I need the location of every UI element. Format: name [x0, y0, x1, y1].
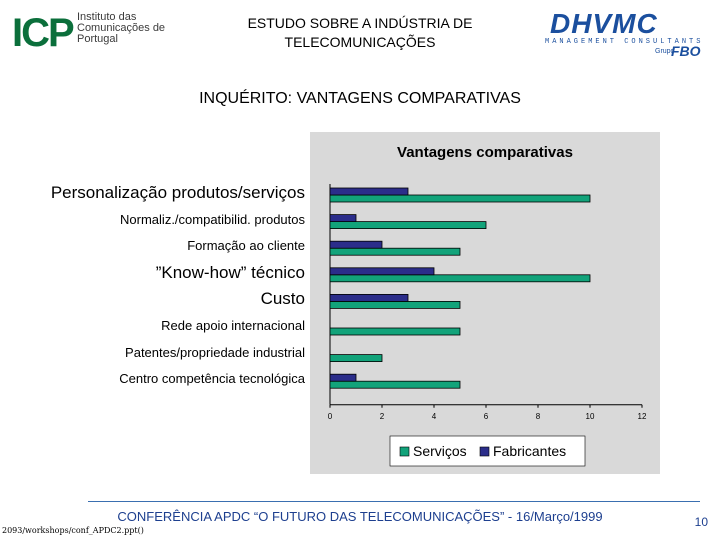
footer-file-path: 2093/workshops/conf_APDC2.ppt() — [2, 526, 144, 535]
fbo-logo: FBO — [671, 43, 701, 59]
icp-logo-mark-text: ICP — [12, 11, 75, 55]
bar-servicos-4 — [329, 300, 461, 309]
x-tick-label-1: 2 — [380, 412, 385, 421]
category-label-2: Formação ao cliente — [187, 238, 305, 254]
header-title-line1: ESTUDO SOBRE A INDÚSTRIA DE — [247, 15, 473, 31]
header-band: ICP Instituto das Comunicações de Portug… — [0, 0, 720, 66]
dhvmc-logo-group-label: Grupo — [655, 48, 675, 55]
bar-fabricantes-7 — [329, 373, 357, 382]
bar-servicos-1 — [329, 221, 487, 229]
header-title: ESTUDO SOBRE A INDÚSTRIA DE TELECOMUNICA… — [200, 14, 520, 52]
bar-servicos-0 — [329, 194, 591, 203]
x-tick-label-3: 6 — [484, 412, 489, 421]
bar-fabricantes-2 — [329, 240, 383, 249]
category-label-5: Rede apoio internacional — [161, 318, 305, 333]
chart-panel: Vantagens comparativas 0 2 4 6 8 10 12 Serviços F… — [310, 132, 660, 474]
category-label-1: Normaliz./compatibilid. produtos — [120, 211, 305, 227]
bar-fabricantes-4 — [329, 293, 409, 302]
category-label-0: Personalização produtos/serviços — [50, 183, 305, 202]
page-number: 10 — [694, 515, 708, 529]
x-tick-label-5: 10 — [586, 412, 595, 421]
category-label-3: ”Know-how” técnico — [155, 262, 305, 282]
dhvmc-logo-tagline: MANAGEMENT CONSULTANTS — [545, 38, 704, 46]
icp-logo-text: Instituto das Comunicações de Portugal — [77, 11, 166, 45]
bar-servicos-2 — [329, 247, 461, 256]
legend-swatch-0 — [399, 446, 410, 457]
category-label-7: Centro competência tecnológica — [119, 371, 305, 387]
x-tick-label-4: 8 — [536, 412, 541, 421]
dhvmc-logo-brand: DHVMC — [550, 8, 658, 39]
legend-label-1: Fabricantes — [493, 443, 566, 459]
footer-divider — [88, 501, 700, 502]
chart-title: Vantagens comparativas — [397, 144, 573, 161]
chart: Vantagens comparativas 0 2 4 6 8 10 12 Serviços F… — [328, 144, 647, 467]
legend-swatch-1 — [479, 446, 490, 457]
header-title-line2: TELECOMUNICAÇÕES — [284, 34, 436, 50]
icp-logo: ICP Instituto das Comunicações de Portug… — [12, 10, 165, 56]
dhvmc-logo: DHVMC MANAGEMENT CONSULTANTS Grupo FBO — [545, 8, 715, 60]
x-tick-label-0: 0 — [328, 412, 333, 421]
page-title: INQUÉRITO: VANTAGENS COMPARATIVAS — [199, 90, 521, 107]
x-tick-label-2: 4 — [432, 412, 437, 421]
category-label-6: Patentes/propriedade industrial — [125, 344, 305, 360]
x-tick-label-6: 12 — [638, 412, 647, 421]
legend-label-0: Serviços — [413, 443, 467, 459]
footer-conference: CONFERÊNCIA APDC “O FUTURO DAS TELECOMUN… — [117, 509, 603, 524]
bar-servicos-6 — [329, 354, 383, 363]
bar-servicos-7 — [329, 380, 461, 389]
bar-fabricantes-0 — [329, 187, 409, 196]
icp-logo-mark: ICP — [12, 10, 75, 56]
bar-fabricantes-3 — [329, 267, 435, 276]
bar-servicos-3 — [329, 274, 591, 283]
bar-servicos-5 — [329, 327, 461, 336]
bar-fabricantes-1 — [329, 214, 357, 222]
category-label-4: Custo — [260, 289, 305, 309]
